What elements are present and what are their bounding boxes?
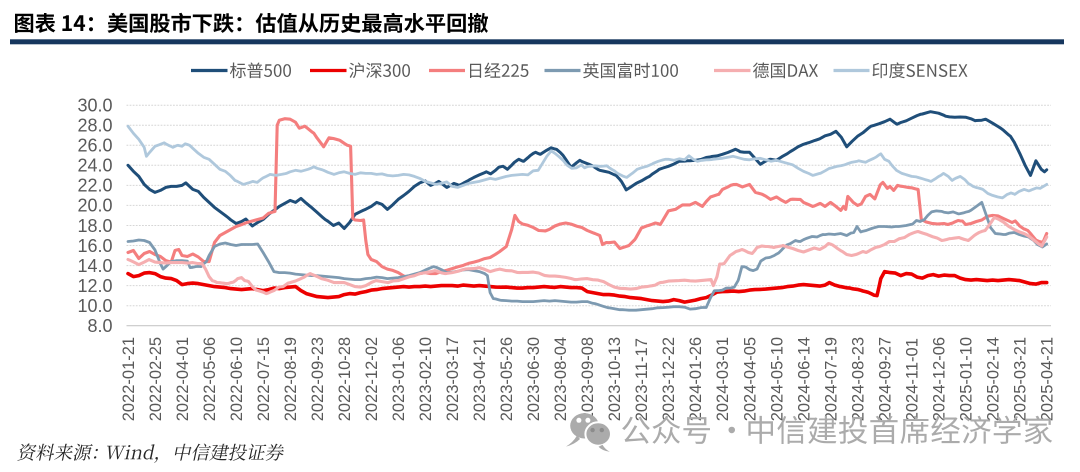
svg-text:2023-06-30: 2023-06-30 xyxy=(525,337,543,421)
svg-text:26.0: 26.0 xyxy=(77,136,112,156)
svg-text:2024-09-27: 2024-09-27 xyxy=(876,337,894,421)
svg-text:2023-04-21: 2023-04-21 xyxy=(471,337,489,421)
svg-text:14.0: 14.0 xyxy=(77,256,112,276)
svg-text:2023-03-17: 2023-03-17 xyxy=(444,337,462,421)
svg-text:2022-06-10: 2022-06-10 xyxy=(228,337,246,421)
svg-text:2022-02-25: 2022-02-25 xyxy=(147,337,165,421)
svg-text:2025-01-10: 2025-01-10 xyxy=(957,337,975,421)
svg-text:2022-12-02: 2022-12-02 xyxy=(363,337,381,421)
svg-text:2025-02-14: 2025-02-14 xyxy=(984,337,1002,421)
svg-text:2024-03-01: 2024-03-01 xyxy=(714,337,732,421)
svg-text:2023-02-10: 2023-02-10 xyxy=(417,337,435,421)
svg-text:18.0: 18.0 xyxy=(77,216,112,236)
svg-text:2023-09-08: 2023-09-08 xyxy=(579,337,597,421)
svg-text:2024-06-14: 2024-06-14 xyxy=(795,337,813,421)
svg-text:2023-12-22: 2023-12-22 xyxy=(660,337,678,421)
svg-text:2024-08-23: 2024-08-23 xyxy=(849,337,867,421)
svg-text:28.0: 28.0 xyxy=(77,116,112,136)
svg-text:2024-11-01: 2024-11-01 xyxy=(903,338,921,421)
svg-text:30.0: 30.0 xyxy=(77,96,112,116)
svg-text:22.0: 22.0 xyxy=(77,176,112,196)
svg-text:2022-01-21: 2022-01-21 xyxy=(120,337,138,421)
svg-text:2022-10-28: 2022-10-28 xyxy=(336,337,354,421)
svg-text:2023-05-26: 2023-05-26 xyxy=(498,337,516,421)
svg-text:2024-01-26: 2024-01-26 xyxy=(687,337,705,421)
svg-text:2025-04-21: 2025-04-21 xyxy=(1039,337,1057,421)
svg-text:2024-04-05: 2024-04-05 xyxy=(741,337,759,421)
svg-text:2023-11-17: 2023-11-17 xyxy=(633,338,651,421)
svg-text:2024-07-19: 2024-07-19 xyxy=(822,337,840,421)
svg-text:24.0: 24.0 xyxy=(77,156,112,176)
svg-text:2023-10-13: 2023-10-13 xyxy=(606,337,624,421)
svg-text:2022-08-19: 2022-08-19 xyxy=(282,337,300,421)
svg-text:2024-12-06: 2024-12-06 xyxy=(930,337,948,421)
svg-text:10.0: 10.0 xyxy=(77,296,112,316)
svg-text:2022-05-06: 2022-05-06 xyxy=(201,337,219,421)
svg-text:20.0: 20.0 xyxy=(77,196,112,216)
svg-text:8.0: 8.0 xyxy=(87,316,112,336)
svg-text:16.0: 16.0 xyxy=(77,236,112,256)
svg-text:2022-09-23: 2022-09-23 xyxy=(309,337,327,421)
svg-text:2022-07-15: 2022-07-15 xyxy=(255,337,273,421)
svg-text:12.0: 12.0 xyxy=(77,276,112,296)
svg-text:2024-05-10: 2024-05-10 xyxy=(768,337,786,421)
svg-text:2025-03-21: 2025-03-21 xyxy=(1012,337,1030,421)
svg-text:2022-04-01: 2022-04-01 xyxy=(174,337,192,421)
svg-text:2023-08-04: 2023-08-04 xyxy=(552,337,570,421)
svg-text:2023-01-06: 2023-01-06 xyxy=(390,337,408,421)
